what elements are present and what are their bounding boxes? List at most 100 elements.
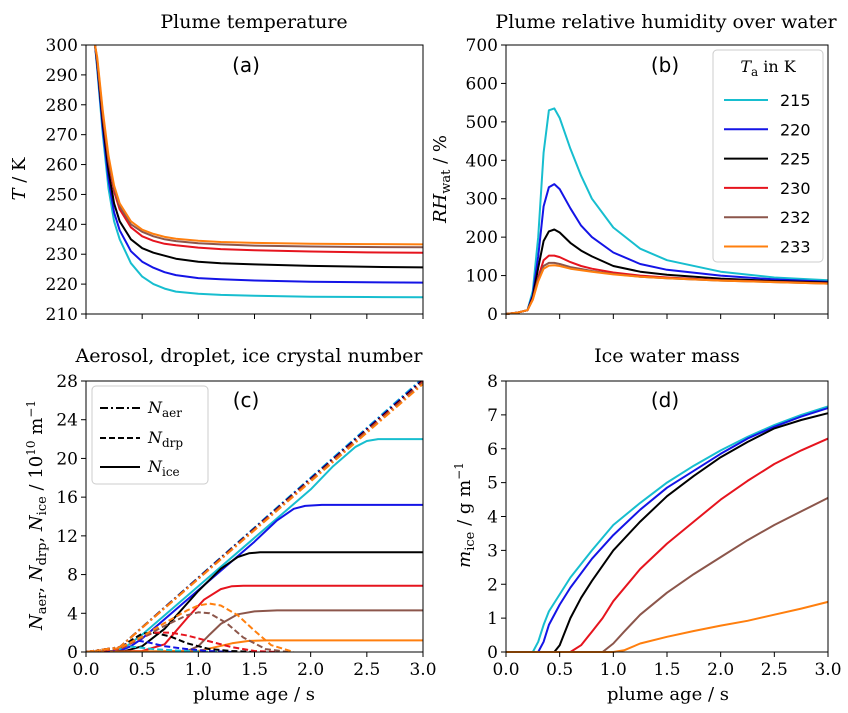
panel-b-ytick-label: 0 — [487, 305, 498, 325]
panel-b-label: (b) — [651, 53, 679, 77]
panel-c-legend: Naer Ndrp Nice — [91, 385, 209, 485]
panel-b-ytick-label: 400 — [466, 151, 498, 171]
legend-label-225: 225 — [780, 150, 811, 169]
panel-d-xtick-label: 0.0 — [492, 660, 519, 680]
panel-c-ytick-label: 0 — [67, 643, 78, 663]
panel-d-ytick-label: 0 — [487, 643, 498, 663]
panel-d-frame — [505, 380, 829, 653]
panel-c-ytick-label: 24 — [56, 411, 78, 431]
panel-d-xlabel: plume age / s — [607, 684, 729, 705]
panel-b-ytick-label: 500 — [466, 113, 498, 133]
panel-b-ytick-label: 300 — [466, 190, 498, 210]
panel-c-xlabel: plume age / s — [193, 684, 315, 705]
mass-line-215 — [506, 405, 829, 653]
panel-a: Plume temperature (a) T / K 210 220 230 240… — [9, 11, 424, 325]
panel-d-xtick-label: 1.5 — [653, 660, 680, 680]
panel-a-ytick-label: 270 — [46, 126, 78, 146]
aer-line-233 — [86, 382, 423, 652]
series-line-233 — [505, 264, 829, 315]
panel-a-ytick-label: 300 — [46, 36, 78, 56]
panel-d-ytick-label: 5 — [487, 474, 498, 494]
panel-b-ylabel: RHwat / % — [430, 135, 454, 224]
panel-d-ytick-label: 6 — [487, 440, 498, 460]
panel-c-xtick-label: 1.0 — [185, 660, 212, 680]
panel-a-plot: 210 220 230 240 250 260 270 280 290 300 — [46, 36, 424, 325]
drp-line-233 — [86, 602, 295, 652]
legend-label-215: 215 — [780, 91, 811, 110]
series-line-233 — [94, 45, 423, 246]
panel-d-xtick-label: 1.0 — [600, 660, 627, 680]
panel-b-frame — [505, 44, 829, 315]
panel-c-ytick-label: 4 — [67, 604, 78, 624]
panel-a-ytick-label: 250 — [46, 185, 78, 205]
panel-a-ytick-label: 220 — [46, 275, 78, 295]
series-line-225 — [94, 45, 423, 269]
panel-c-xtick-label: 2.5 — [353, 660, 380, 680]
ice-line-225 — [86, 551, 423, 652]
panel-c-ytick-label: 20 — [56, 449, 78, 469]
panel-c-label: (c) — [233, 388, 260, 412]
panel-b-legend-box — [712, 49, 824, 263]
legend-ice-label: Nice — [147, 457, 180, 479]
panel-a-frame — [85, 44, 424, 315]
panel-c-ytick-label: 12 — [56, 527, 78, 547]
panel-c-ytick-label: 8 — [67, 566, 78, 586]
panel-a-ytick-label: 290 — [46, 66, 78, 86]
ice-line-220 — [86, 503, 423, 652]
panel-b-ytick-label: 700 — [466, 36, 498, 56]
panel-b-plot: 0 100 200 300 400 500 600 700 — [466, 36, 829, 325]
panel-b-ytick-label: 100 — [466, 267, 498, 287]
panel-d-ylabel: mice / g m−1 — [452, 462, 478, 568]
panel-d-ytick-label: 7 — [487, 406, 498, 426]
panel-c-xtick-label: 0.5 — [129, 660, 156, 680]
legend-drp-label: Ndrp — [147, 428, 183, 450]
panel-c-xtick-label: 0.0 — [72, 660, 99, 680]
panel-a-ytick-label: 210 — [46, 305, 78, 325]
panel-a-ytick-label: 280 — [46, 96, 78, 116]
mass-line-225 — [506, 412, 829, 653]
panel-c-legend-box — [91, 385, 209, 485]
panel-c-plot: 0.0 0.5 1.0 1.5 2.0 2.5 3.0 0 4 8 12 16 20 24 28 — [56, 372, 436, 680]
legend-aer-label: Naer — [147, 398, 182, 420]
panel-a-label: (a) — [232, 53, 260, 77]
panel-b: Plume relative humidity over water (b) R… — [430, 11, 837, 325]
panel-d-label: (d) — [651, 388, 679, 412]
panel-a-ytick-label: 260 — [46, 156, 78, 176]
legend-label-220: 220 — [780, 120, 811, 139]
panel-c-ytick-label: 28 — [56, 372, 78, 392]
panel-b-legend-entries: 215 220 225 230 232 233 — [724, 91, 811, 257]
panel-d-ytick-label: 1 — [487, 609, 498, 629]
panel-d-xtick-label: 2.5 — [761, 660, 788, 680]
panel-c-ytick-label: 16 — [56, 488, 78, 508]
panel-c-xtick-label: 3.0 — [409, 660, 436, 680]
panel-a-ytick-label: 230 — [46, 245, 78, 265]
panel-c-title: Aerosol, droplet, ice crystal number — [75, 345, 424, 367]
panel-c: Aerosol, droplet, ice crystal number (c)… — [24, 345, 437, 705]
panel-d-ytick-label: 2 — [487, 575, 498, 595]
panel-c-frame — [85, 380, 424, 653]
panel-d-plot: 0.0 0.5 1.0 1.5 2.0 2.5 3.0 0 1 2 3 4 5 6 7 8 — [487, 372, 841, 680]
panel-b-legend: Ta in K 215 220 225 230 232 233 — [712, 49, 824, 263]
panel-b-legend-title: Ta in K — [740, 57, 796, 79]
panel-b-title: Plume relative humidity over water — [495, 11, 837, 33]
panel-d-ytick-label: 4 — [487, 508, 498, 528]
mass-line-220 — [506, 407, 829, 653]
panel-d-xtick-label: 3.0 — [814, 660, 841, 680]
panel-d-ytick-label: 3 — [487, 541, 498, 561]
panel-b-ytick-label: 600 — [466, 74, 498, 94]
panel-a-ytick-label: 240 — [46, 215, 78, 235]
panel-d-title: Ice water mass — [594, 345, 740, 367]
panel-a-ylabel: T / K — [9, 157, 30, 201]
panel-d: Ice water mass (d) mice / g m−1 plume ag… — [452, 345, 842, 705]
panel-b-ytick-label: 200 — [466, 228, 498, 248]
panel-a-title: Plume temperature — [160, 11, 347, 33]
panel-c-xtick-label: 2.0 — [297, 660, 324, 680]
panel-c-ylabel: Naer, Ndrp, Nice / 1010 m−1 — [24, 400, 50, 631]
legend-label-232: 232 — [780, 208, 811, 227]
drp-line-225 — [86, 631, 255, 652]
mass-line-230 — [506, 437, 829, 653]
legend-label-233: 233 — [780, 238, 811, 257]
mass-line-233 — [506, 600, 829, 653]
legend-label-230: 230 — [780, 179, 811, 198]
